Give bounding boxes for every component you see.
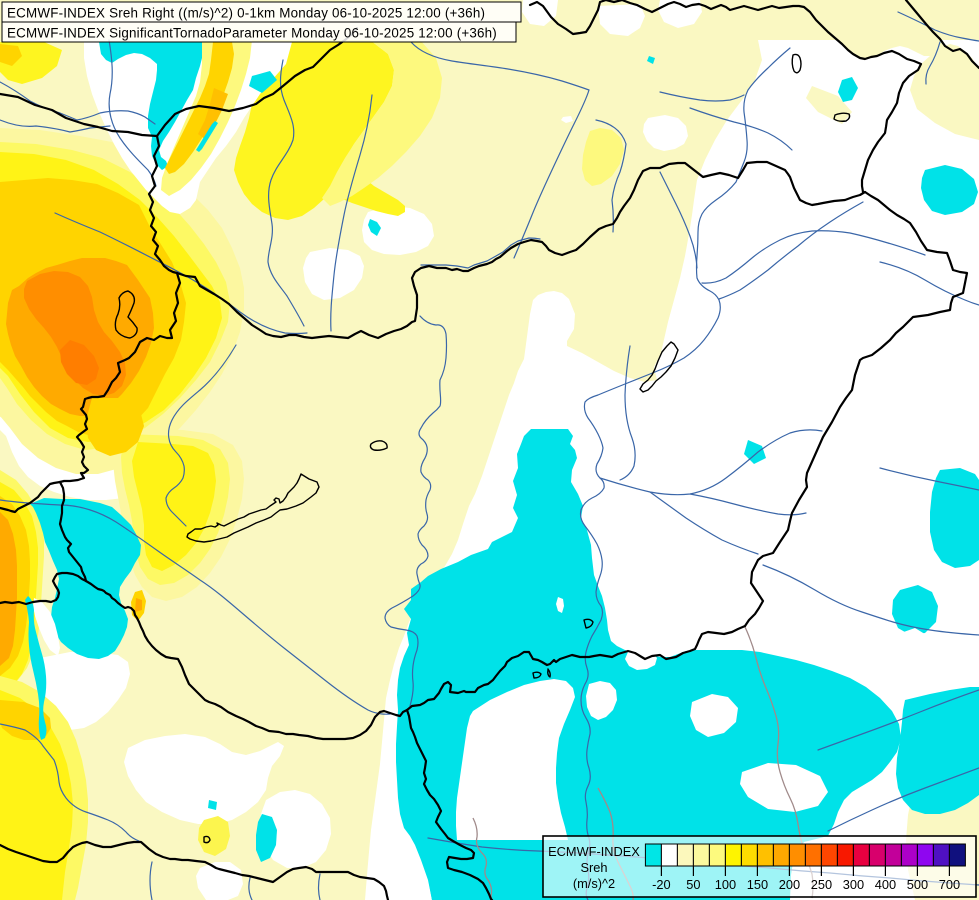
svg-text:Sreh: Sreh [580, 860, 607, 875]
svg-text:150: 150 [747, 877, 768, 892]
svg-text:500: 500 [907, 877, 928, 892]
svg-text:400: 400 [875, 877, 896, 892]
svg-text:ECMWF-INDEX: ECMWF-INDEX [548, 844, 640, 859]
svg-text:50: 50 [686, 877, 700, 892]
svg-text:ECMWF-INDEX SignificantTornado: ECMWF-INDEX SignificantTornadoParameter … [7, 26, 497, 41]
svg-text:200: 200 [779, 877, 800, 892]
svg-text:300: 300 [843, 877, 864, 892]
svg-text:(m/s)^2: (m/s)^2 [573, 876, 615, 891]
svg-text:-20: -20 [652, 877, 671, 892]
svg-text:100: 100 [715, 877, 736, 892]
svg-text:250: 250 [811, 877, 832, 892]
svg-text:700: 700 [939, 877, 960, 892]
svg-text:ECMWF-INDEX Sreh Right ((m/s)^: ECMWF-INDEX Sreh Right ((m/s)^2) 0-1km M… [7, 6, 485, 21]
